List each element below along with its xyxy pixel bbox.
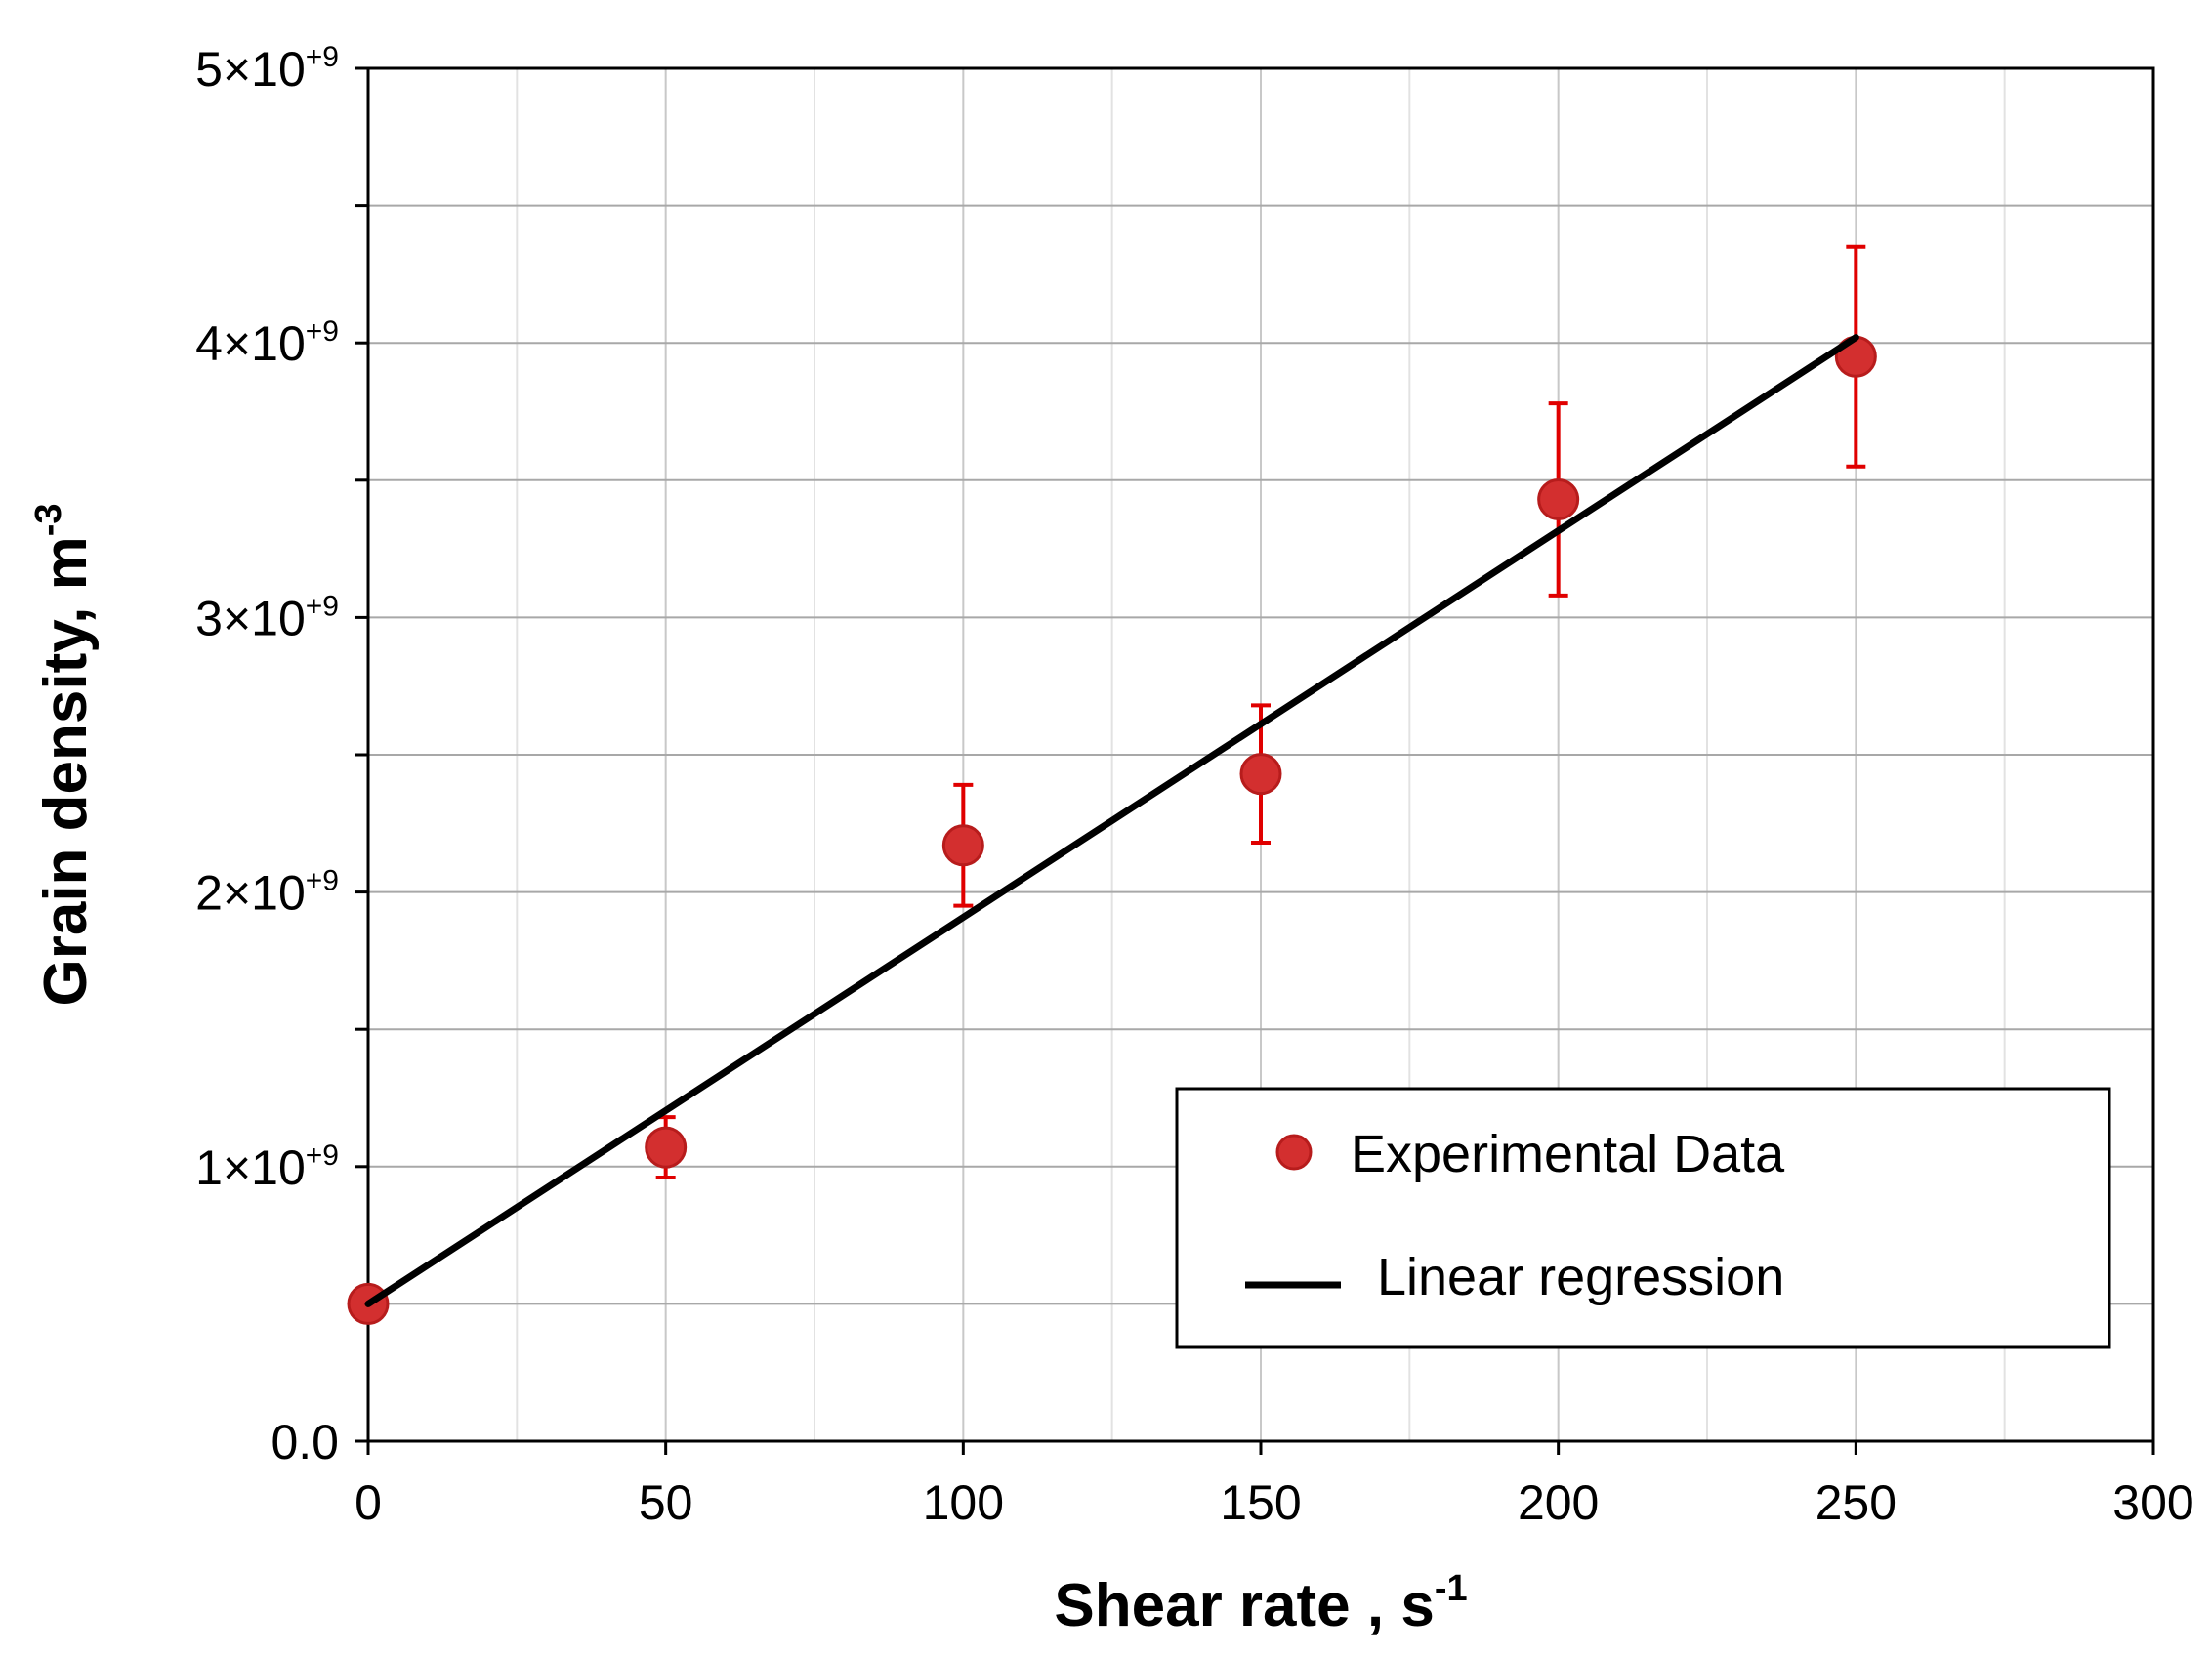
x-tick-label: 100 xyxy=(923,1475,1004,1530)
y-axis-title: Grain density, m-3 xyxy=(28,504,100,1007)
x-tick-label: 300 xyxy=(2112,1475,2193,1530)
series-layer xyxy=(347,244,1877,1325)
legend-marker-experimental-data xyxy=(1275,1134,1313,1171)
data-point xyxy=(1239,753,1282,796)
regression-line xyxy=(364,334,1859,1307)
y-tick-label: 5×10+9 xyxy=(195,41,339,97)
legend: Experimental Data Linear regression xyxy=(1175,1087,2111,1349)
x-tick-label: 50 xyxy=(639,1475,693,1530)
legend-box xyxy=(1175,1087,2111,1349)
x-tick-labels: 0 50 100 150 200 250 300 xyxy=(355,1475,2194,1530)
legend-label-linear-regression: Linear regression xyxy=(1377,1248,1784,1306)
y-tick-labels: 0.0 1×10+9 2×10+9 3×10+9 4×10+9 5×10+9 xyxy=(195,41,339,1469)
x-tick-label: 0 xyxy=(355,1475,382,1530)
y-tick-label: 1×10+9 xyxy=(195,1139,339,1195)
y-tick-label: 0.0 xyxy=(271,1415,339,1469)
data-point xyxy=(941,824,984,867)
x-axis-title: Shear rate , s-1 xyxy=(1054,1568,1467,1639)
y-tick-label: 4×10+9 xyxy=(195,315,339,371)
x-tick-label: 200 xyxy=(1518,1475,1599,1530)
x-tick-label: 250 xyxy=(1816,1475,1897,1530)
x-tick-label: 150 xyxy=(1220,1475,1301,1530)
y-tick-label: 2×10+9 xyxy=(195,865,339,921)
legend-label-experimental-data: Experimental Data xyxy=(1351,1125,1785,1183)
data-point xyxy=(1537,477,1580,520)
data-point xyxy=(645,1126,688,1169)
y-tick-label: 3×10+9 xyxy=(195,590,339,645)
